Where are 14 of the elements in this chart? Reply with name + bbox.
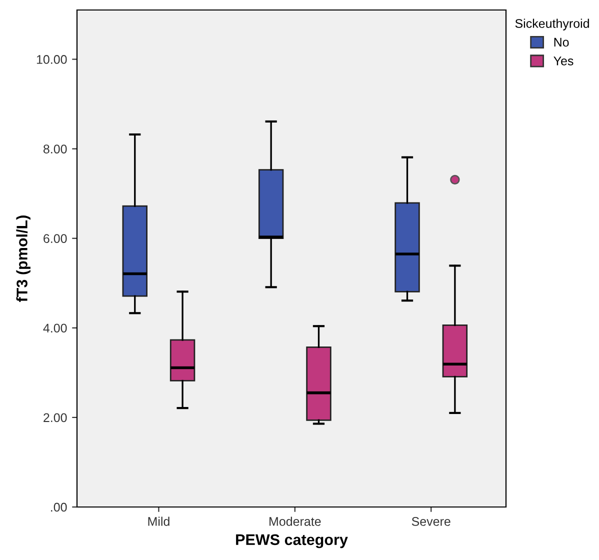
x-tick-label: Moderate [270,516,321,526]
legend-title: Sickeuthyroid [515,18,589,30]
y-tick-label: 4.00 [43,324,67,333]
x-tick-label: Severe [412,517,450,526]
legend-label: Yes [554,56,574,66]
y-tick-label: 6.00 [44,234,67,244]
y-tick-label: 10.00 [36,55,67,64]
x-tick-label: Mild [148,516,170,526]
y-axis-title: fT3 (pmol/L) [16,216,30,302]
x-axis-title: PEWS category [236,534,348,548]
y-tick-label: 2.00 [44,413,67,422]
y-tick-label: .00 [51,502,67,512]
y-tick-label: 8.00 [43,144,67,154]
legend-label: No [554,38,569,47]
